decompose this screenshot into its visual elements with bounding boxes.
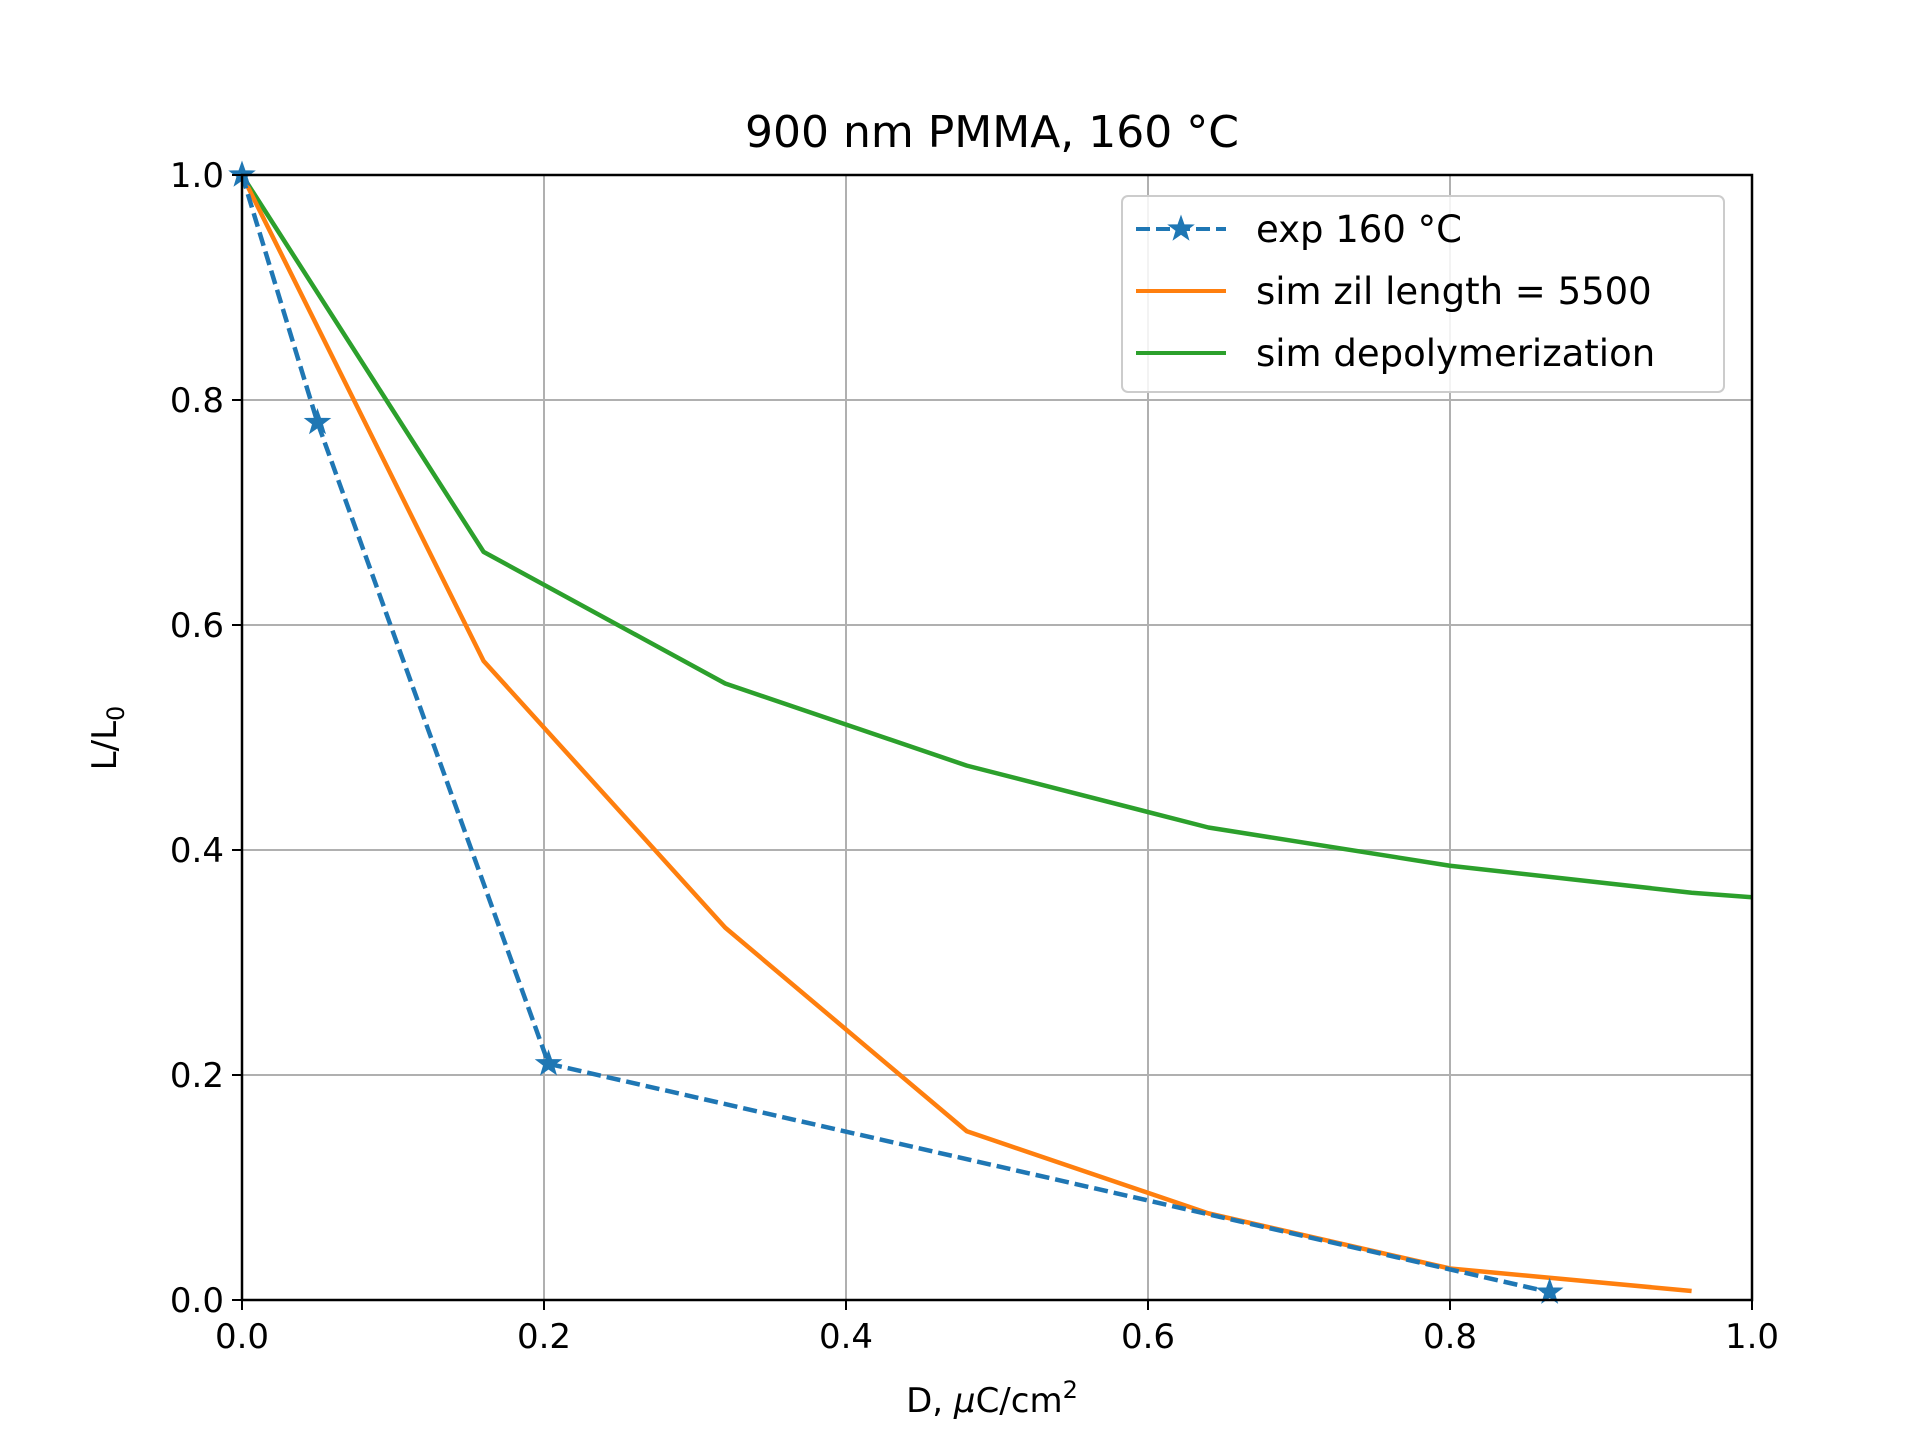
series-point-exp-160-c <box>303 407 332 435</box>
legend-label-exp: exp 160 °C <box>1256 208 1462 251</box>
y-tick-label: 1.0 <box>170 156 224 196</box>
y-tick-label: 0.8 <box>170 381 224 421</box>
x-tick-label: 0.6 <box>1121 1317 1175 1357</box>
y-tick-label: 0.0 <box>170 1281 224 1321</box>
axes-frame <box>240 173 1754 1302</box>
legend-label-sim-depolymerization: sim depolymerization <box>1256 332 1655 375</box>
series-line-sim-depolymerization <box>242 175 1752 900</box>
series-point-exp-160-c <box>534 1049 563 1076</box>
x-axis-label: D, μC/cm2 <box>906 1376 1078 1421</box>
x-tick-label: 0.8 <box>1423 1317 1477 1357</box>
x-tick-label: 0.0 <box>215 1317 269 1357</box>
axis-ticks: 0.0 0.2 0.4 0.6 0.8 1.0 0.0 0.2 0.4 0.6 0.8 1.0 <box>170 156 1779 1357</box>
series-line-exp-160-c <box>242 175 1551 1295</box>
x-tick-label: 0.4 <box>819 1317 873 1357</box>
y-tick-label: 0.4 <box>170 831 224 871</box>
chart-title: 900 nm PMMA, 160 °C <box>745 107 1239 158</box>
legend-label-sim-zil: sim zil length = 5500 <box>1256 270 1652 313</box>
legend-star-marker <box>1167 214 1195 241</box>
y-tick-label: 0.2 <box>170 1056 224 1096</box>
legend-box <box>1121 195 1725 393</box>
series-point-exp-160-c <box>1535 1277 1564 1304</box>
legend: exp 160 °C sim zil length = 5500 sim dep… <box>1121 195 1725 393</box>
x-tick-label: 0.2 <box>517 1317 571 1357</box>
plot-area <box>228 160 1752 1304</box>
y-axis-label: L/L0 <box>85 706 130 771</box>
x-tick-label: 1.0 <box>1725 1317 1779 1357</box>
y-tick-label: 0.6 <box>170 606 224 646</box>
